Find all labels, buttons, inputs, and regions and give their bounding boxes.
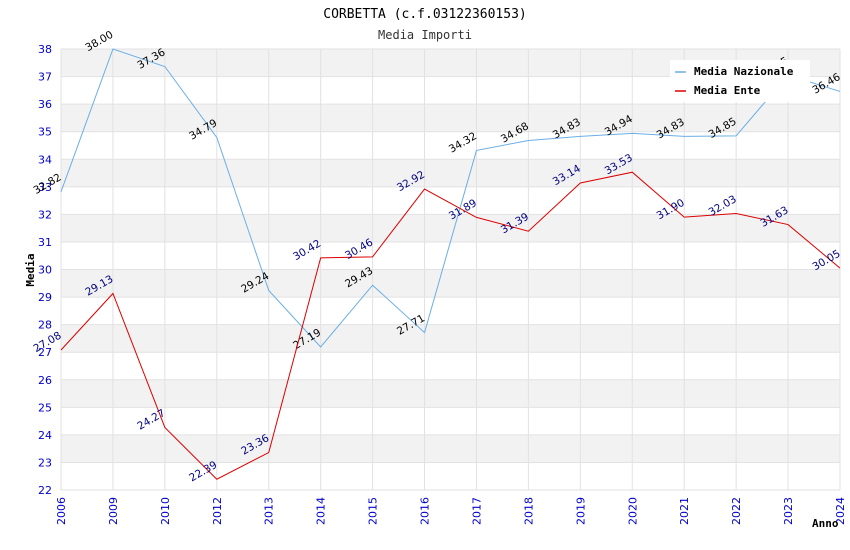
plot-band — [61, 269, 840, 298]
legend-label-media-ente: Media Ente — [694, 84, 761, 97]
y-tick-label: 31 — [38, 236, 52, 249]
y-tick-label: 27 — [38, 346, 52, 359]
y-tick-label: 28 — [38, 319, 52, 332]
x-axis-ticks: 2006 2009 2010 2012 2013 2014 2015 2016 2017 2018… — [55, 497, 847, 525]
y-tick-label: 22 — [38, 484, 52, 497]
plot-background-bands — [61, 49, 840, 490]
y-tick-label: 38 — [38, 43, 52, 56]
y-tick-label: 37 — [38, 71, 52, 84]
plot-band — [61, 159, 840, 187]
x-tick-label: 2020 — [626, 497, 639, 525]
x-tick-label: 2009 — [107, 497, 120, 525]
legend: Media Nazionale Media Ente — [670, 60, 810, 102]
x-tick-label: 2014 — [315, 497, 328, 525]
x-tick-label: 2013 — [263, 497, 276, 525]
y-tick-label: 32 — [38, 208, 52, 221]
y-tick-label: 33 — [38, 181, 52, 194]
grid-lines — [60, 48, 841, 491]
y-tick-label: 23 — [38, 456, 52, 469]
y-tick-label: 36 — [38, 98, 52, 111]
plot-band — [61, 352, 840, 380]
x-tick-label: 2022 — [730, 497, 743, 525]
x-tick-label: 2018 — [522, 497, 535, 525]
x-axis-label: Anno — [812, 517, 839, 530]
x-tick-label: 2024 — [834, 497, 847, 525]
x-tick-label: 2016 — [419, 497, 432, 525]
plot-band — [61, 214, 840, 242]
plot-band — [61, 462, 840, 490]
x-tick-label: 2015 — [367, 497, 380, 525]
x-tick-label: 2012 — [211, 497, 224, 525]
plot-band — [61, 297, 840, 325]
series-line-media-ente — [60, 171, 841, 480]
y-tick-label: 25 — [38, 401, 52, 414]
plot-band — [61, 434, 840, 463]
plot-band — [61, 324, 840, 353]
plot-band — [61, 379, 840, 408]
y-axis-label: Media — [24, 253, 37, 286]
y-axis-ticks: 22 23 24 25 26 27 28 29 30 31 32 33 34 35 36 37 38 — [38, 43, 52, 497]
plot-band — [61, 104, 840, 132]
plot-band — [61, 407, 840, 435]
y-tick-label: 26 — [38, 374, 52, 387]
y-tick-label: 30 — [38, 264, 52, 277]
x-tick-label: 2021 — [678, 497, 691, 525]
x-tick-label: 2019 — [574, 497, 587, 525]
y-tick-label: 29 — [38, 291, 52, 304]
y-tick-label: 34 — [38, 153, 52, 166]
chart-title: CORBETTA (c.f.03122360153) — [323, 7, 527, 22]
series-line-media-nazionale — [60, 48, 841, 348]
x-tick-label: 2010 — [159, 497, 172, 525]
legend-label-media-nazionale: Media Nazionale — [694, 65, 794, 78]
x-tick-label: 2017 — [470, 497, 483, 525]
legend-box — [670, 60, 810, 102]
plot-band — [61, 241, 840, 270]
y-tick-label: 24 — [38, 429, 52, 442]
plot-band — [61, 186, 840, 215]
chart-subtitle: Media Importi — [378, 28, 472, 42]
y-tick-label: 35 — [38, 126, 52, 139]
x-tick-label: 2006 — [55, 497, 68, 525]
x-tick-label: 2023 — [782, 497, 795, 525]
